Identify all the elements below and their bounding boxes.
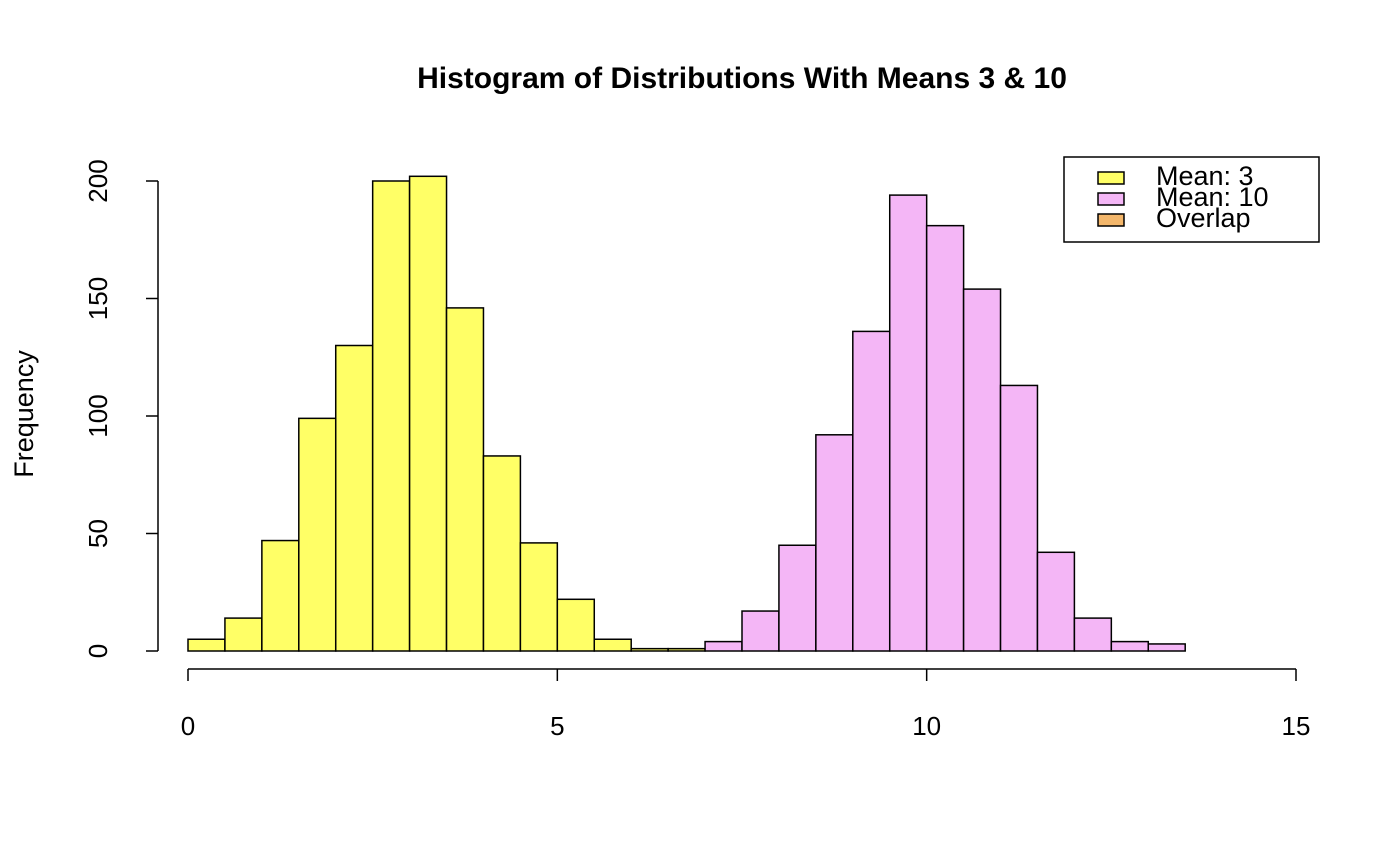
x-tick-label: 15: [1282, 711, 1311, 741]
y-tick-label: 200: [83, 159, 113, 202]
y-tick-label: 50: [83, 519, 113, 548]
bar: [999, 384, 1039, 652]
bar: [962, 288, 1002, 652]
bar: [1073, 617, 1113, 652]
x-tick-label: 5: [550, 711, 564, 741]
x-tick-label: 0: [181, 711, 195, 741]
bar: [1147, 643, 1186, 652]
bar: [334, 344, 374, 652]
bar: [630, 647, 669, 652]
legend-swatch: [1097, 213, 1125, 227]
y-tick-label: 100: [83, 394, 113, 437]
bar: [852, 330, 891, 652]
bar: [408, 175, 448, 652]
x-tick-label: 10: [912, 711, 941, 741]
bar: [224, 617, 263, 652]
bar: [778, 544, 817, 652]
bar: [667, 647, 706, 652]
legend-label: Mean: 10: [1156, 182, 1269, 212]
chart-title: Histogram of Distributions With Means 3 …: [417, 62, 1067, 95]
bar: [593, 638, 632, 652]
bar: [482, 455, 522, 652]
bar: [1110, 640, 1150, 652]
legend-label: Overlap: [1156, 203, 1251, 233]
bar: [925, 224, 965, 652]
bar: [741, 610, 780, 652]
bar: [1036, 551, 1076, 652]
bar: [519, 542, 559, 652]
bar: [371, 180, 411, 652]
y-tick-label: 0: [83, 644, 113, 658]
y-axis-label: Frequency: [9, 350, 39, 478]
bar: [556, 598, 596, 652]
bar: [888, 194, 928, 652]
y-tick-label: 150: [83, 277, 113, 320]
bar: [445, 307, 485, 652]
legend-label: Mean: 3: [1156, 161, 1254, 191]
bar: [261, 539, 300, 652]
legend-swatch: [1097, 171, 1125, 185]
bar: [815, 434, 854, 652]
bar: [704, 640, 743, 652]
bar: [298, 417, 337, 652]
legend-swatch: [1097, 192, 1125, 206]
bar: [187, 638, 226, 652]
